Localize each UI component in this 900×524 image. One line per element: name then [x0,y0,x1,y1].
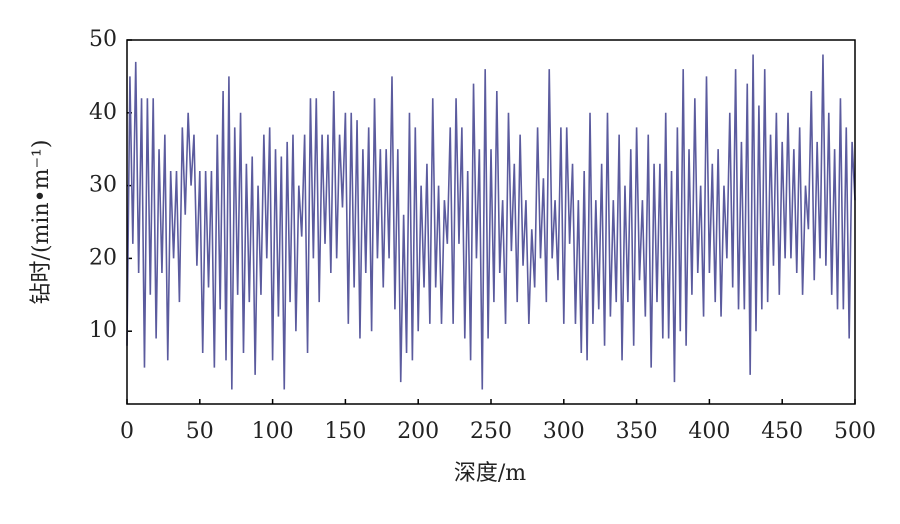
y-tick-label: 40 [89,100,117,125]
plot-frame [126,39,856,405]
x-axis-label: 深度/m [454,461,526,486]
x-tick-label: 0 [120,419,134,444]
x-tick-label: 400 [688,419,730,444]
data-line [126,54,856,390]
y-tick-label: 20 [89,245,117,270]
y-tick-label: 50 [89,27,117,52]
x-tick-label: 500 [834,419,876,444]
x-tick-label: 250 [470,419,512,444]
x-tick-label: 350 [616,419,658,444]
y-tick-label: 30 [89,173,117,198]
x-tick-label: 200 [397,419,439,444]
x-tick-label: 300 [543,419,585,444]
y-axis-label: 钻时/(min•m⁻¹) [29,140,54,305]
y-tick-label: 10 [89,318,117,343]
x-tick-label: 450 [761,419,803,444]
x-tick-label: 150 [324,419,366,444]
x-tick-label: 100 [252,419,294,444]
x-tick-label: 50 [186,419,214,444]
